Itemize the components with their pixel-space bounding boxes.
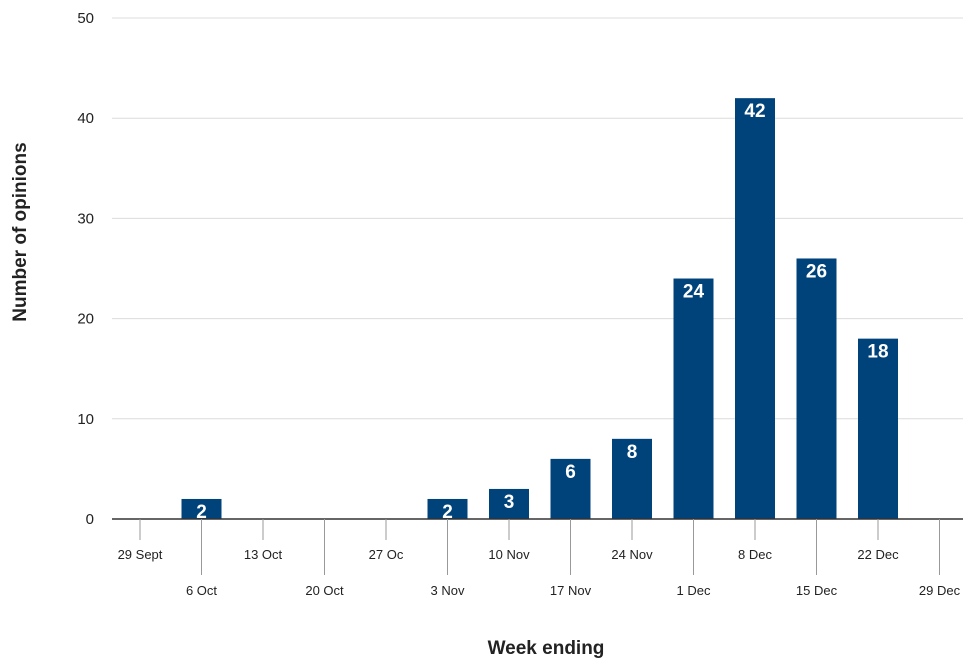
y-tick-label: 30	[77, 210, 94, 227]
x-ticks: 29 Sept 6 Oct 13 Oct 20 Oct 27 Oc 3 Nov 10 Nov…	[118, 519, 961, 598]
bar	[427, 498, 468, 519]
bar-data-label: 6	[565, 462, 576, 483]
y-tick-label: 40	[77, 110, 94, 127]
x-tick-label: 13 Oct	[244, 547, 283, 562]
bar	[858, 338, 898, 519]
bars	[181, 98, 898, 519]
x-tick-label: 29 Dec	[919, 583, 961, 598]
x-tick-label: 1 Dec	[677, 583, 711, 598]
bar-data-labels: 2 2 3 6 8 24 42 26 18	[196, 101, 888, 523]
x-tick-label: 20 Oct	[305, 583, 344, 598]
x-tick-label: 24 Nov	[611, 547, 653, 562]
bar-data-label: 8	[627, 442, 638, 463]
x-tick-label: 17 Nov	[550, 583, 592, 598]
bar	[612, 438, 652, 519]
bar	[550, 458, 591, 519]
bar-data-label: 18	[867, 342, 888, 363]
x-tick-label: 29 Sept	[118, 547, 163, 562]
y-tick-label: 10	[77, 411, 94, 428]
bar-data-label: 24	[683, 282, 705, 303]
y-tick-labels: 0 10 20 30 40 50	[77, 10, 94, 528]
x-tick-label: 6 Oct	[186, 583, 217, 598]
x-axis-title: Week ending	[488, 638, 605, 659]
y-tick-label: 50	[77, 10, 94, 27]
y-tick-label: 20	[77, 311, 94, 328]
y-tick-label: 0	[86, 511, 94, 528]
bar	[735, 98, 775, 519]
x-tick-label: 10 Nov	[488, 547, 530, 562]
x-tick-label: 15 Dec	[796, 583, 838, 598]
y-axis-title: Number of opinions	[10, 142, 31, 321]
bar-data-label: 2	[196, 502, 207, 523]
x-tick-label: 27 Oc	[369, 547, 404, 562]
bar	[489, 488, 529, 519]
bar-data-label: 3	[504, 492, 515, 513]
bar-data-label: 26	[806, 261, 827, 282]
x-tick-label: 22 Dec	[857, 547, 899, 562]
x-tick-label: 8 Dec	[738, 547, 772, 562]
bar	[796, 258, 837, 519]
bar	[673, 278, 714, 519]
bar-data-label: 42	[744, 101, 765, 122]
bar	[181, 498, 222, 519]
bar-data-label: 2	[442, 502, 453, 523]
x-tick-label: 3 Nov	[431, 583, 465, 598]
